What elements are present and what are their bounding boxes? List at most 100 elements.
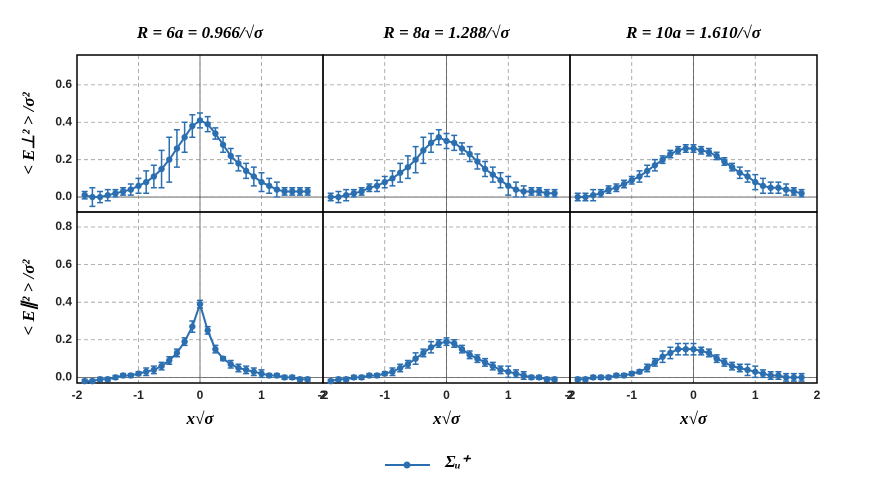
data-point	[250, 368, 258, 375]
data-point	[736, 169, 744, 176]
data-point	[189, 323, 196, 330]
x-tick-label: -2	[72, 388, 83, 402]
data-point	[366, 372, 373, 379]
data-point	[258, 178, 265, 186]
data-point	[304, 188, 311, 195]
data-point	[458, 345, 466, 353]
data-point	[350, 190, 358, 197]
data-point	[135, 370, 142, 377]
data-point	[296, 376, 304, 383]
data-point	[497, 177, 504, 184]
y-axis-label: < E∥² > /σ²	[19, 259, 38, 336]
data-point	[427, 139, 435, 147]
data-point	[204, 120, 211, 128]
data-point	[396, 169, 404, 176]
data-point	[466, 351, 473, 359]
data-point	[389, 368, 396, 375]
x-tick-label: 2	[814, 388, 821, 402]
data-point	[89, 377, 96, 385]
data-point	[181, 338, 188, 345]
data-point	[651, 359, 659, 366]
data-point	[682, 345, 689, 353]
data-point	[497, 366, 504, 374]
data-point	[227, 152, 234, 160]
data-point	[597, 374, 605, 381]
data-point	[335, 193, 342, 201]
data-point	[667, 150, 674, 158]
panel-frame	[569, 211, 818, 384]
data-point	[158, 362, 165, 370]
data-point	[212, 345, 219, 353]
data-point	[551, 190, 558, 197]
x-tick-label: -1	[133, 388, 144, 402]
data-point	[474, 355, 481, 362]
data-point	[166, 156, 173, 163]
data-point	[535, 188, 543, 195]
data-point	[189, 122, 196, 130]
data-point	[142, 178, 150, 186]
y-tick-label: 0.6	[55, 77, 72, 91]
data-point	[782, 186, 790, 193]
data-point	[451, 340, 458, 347]
data-point	[250, 173, 258, 180]
x-axis-label: x√σ	[186, 409, 215, 428]
data-point	[304, 376, 311, 383]
data-point	[628, 370, 635, 377]
data-point	[412, 156, 419, 163]
data-point	[150, 366, 158, 374]
x-tick-label: 0	[197, 388, 204, 402]
data-point	[752, 368, 759, 375]
data-point	[636, 173, 643, 180]
x-tick-label: -1	[626, 388, 637, 402]
data-point	[597, 190, 605, 197]
x-tick-label: 2	[567, 388, 574, 402]
data-point	[373, 182, 381, 190]
data-point	[420, 147, 427, 154]
data-point	[620, 372, 628, 379]
data-point	[389, 175, 396, 182]
data-point	[636, 368, 643, 375]
data-point	[481, 165, 489, 173]
data-point	[443, 137, 450, 145]
data-point	[451, 139, 458, 147]
data-point	[528, 374, 535, 381]
x-tick-label: 0	[443, 388, 450, 402]
data-point	[474, 158, 481, 165]
series-line	[84, 119, 308, 199]
data-point	[435, 134, 442, 141]
data-point	[358, 188, 365, 195]
data-point	[96, 376, 104, 383]
data-point	[512, 186, 520, 193]
y-tick-label: 0.6	[55, 257, 72, 271]
data-point	[775, 372, 782, 379]
data-point	[327, 377, 334, 385]
data-point	[173, 145, 181, 152]
series-line	[84, 300, 308, 383]
data-point	[705, 349, 713, 357]
data-point	[489, 171, 497, 178]
y-tick-label: 0.2	[55, 152, 72, 166]
data-point	[204, 327, 211, 334]
data-point	[628, 177, 635, 184]
data-point	[535, 374, 543, 381]
y-tick-label: 0.2	[55, 332, 72, 346]
data-point	[265, 372, 273, 379]
data-point	[212, 130, 219, 137]
data-point	[458, 145, 466, 152]
data-point	[674, 147, 682, 154]
data-point	[713, 152, 720, 160]
data-point	[350, 374, 358, 381]
data-point	[227, 361, 234, 368]
data-point	[551, 376, 558, 383]
data-point	[682, 145, 689, 152]
data-point	[404, 361, 412, 368]
data-point	[127, 372, 135, 379]
data-point	[620, 180, 628, 188]
data-point	[705, 148, 713, 156]
data-point	[119, 188, 127, 195]
data-point	[104, 191, 111, 199]
data-point	[443, 338, 450, 345]
data-point	[690, 345, 697, 353]
data-point	[381, 178, 388, 186]
data-point	[659, 156, 666, 163]
